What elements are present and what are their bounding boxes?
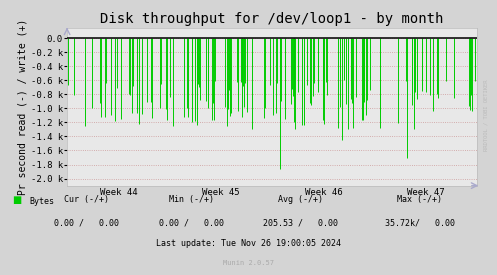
Text: 0.00 /   0.00: 0.00 / 0.00 xyxy=(159,219,224,228)
Text: Avg (-/+): Avg (-/+) xyxy=(278,195,323,204)
Text: 0.00 /   0.00: 0.00 / 0.00 xyxy=(55,219,119,228)
Text: Cur (-/+): Cur (-/+) xyxy=(65,195,109,204)
Y-axis label: Pr second read (-) / write (+): Pr second read (-) / write (+) xyxy=(18,18,28,195)
Text: Munin 2.0.57: Munin 2.0.57 xyxy=(223,260,274,266)
Text: Min (-/+): Min (-/+) xyxy=(169,195,214,204)
Text: 35.72k/   0.00: 35.72k/ 0.00 xyxy=(385,219,455,228)
Title: Disk throughput for /dev/loop1 - by month: Disk throughput for /dev/loop1 - by mont… xyxy=(100,12,444,26)
Text: Last update: Tue Nov 26 19:00:05 2024: Last update: Tue Nov 26 19:00:05 2024 xyxy=(156,239,341,248)
Text: ■: ■ xyxy=(12,195,22,205)
Text: Bytes: Bytes xyxy=(30,197,55,206)
Text: RRDTOOL / TOBI OETIKER: RRDTOOL / TOBI OETIKER xyxy=(484,80,489,151)
Text: 205.53 /   0.00: 205.53 / 0.00 xyxy=(263,219,338,228)
Text: Max (-/+): Max (-/+) xyxy=(398,195,442,204)
